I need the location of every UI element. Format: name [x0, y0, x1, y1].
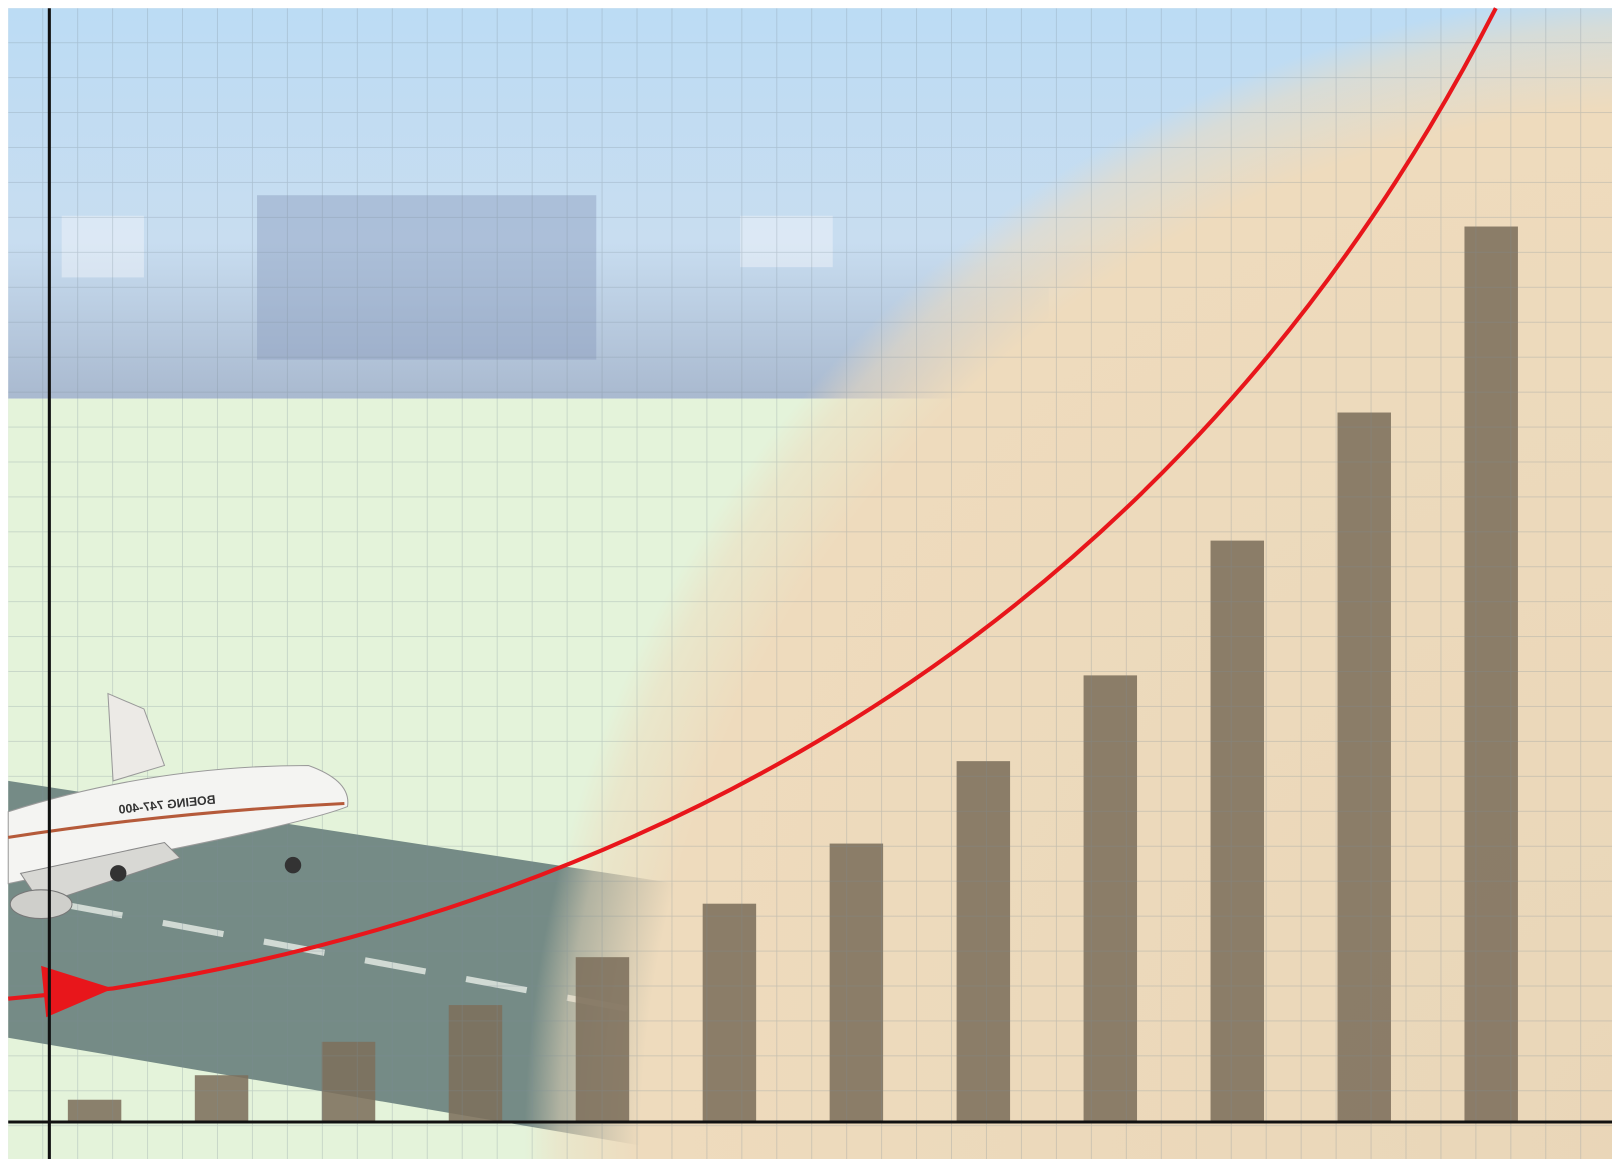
- trend-curve: [8, 7, 1498, 1001]
- grid-pattern: [8, 8, 1612, 1159]
- trend-arrow: [41, 965, 114, 1018]
- airplane: BOEING 747-400: [7, 692, 349, 920]
